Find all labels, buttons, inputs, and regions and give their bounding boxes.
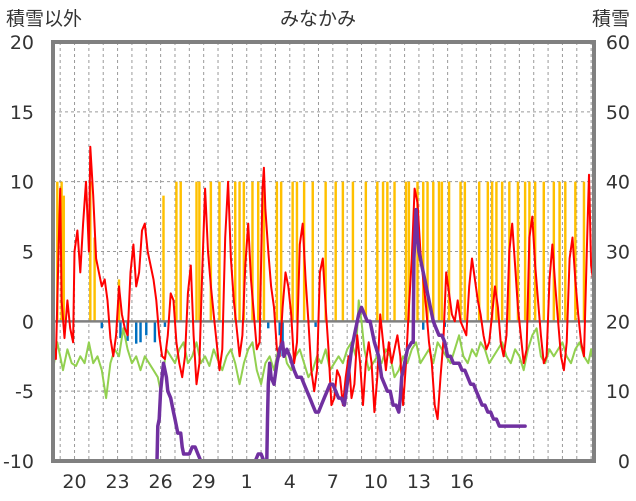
orange-bar	[477, 181, 481, 322]
right-tick-label: 10	[606, 381, 630, 403]
orange-bar	[218, 181, 221, 322]
orange-bar	[459, 181, 462, 322]
plot-frame	[51, 40, 596, 463]
orange-bar	[195, 181, 198, 322]
orange-bar	[56, 181, 59, 322]
orange-bar	[440, 181, 444, 322]
right-tick-label: 30	[606, 242, 630, 264]
orange-bar	[242, 181, 246, 322]
red-series-line	[52, 145, 595, 421]
blue-bar	[281, 321, 284, 357]
orange-bar	[279, 181, 283, 322]
orange-bar	[295, 181, 299, 322]
orange-bar	[463, 181, 467, 322]
orange-bar	[251, 181, 254, 322]
blue-bar	[163, 321, 167, 327]
orange-bar	[238, 181, 241, 322]
orange-bar	[89, 181, 92, 322]
blue-bar	[422, 321, 425, 330]
x-tick-label: 23	[105, 471, 129, 493]
orange-bar	[291, 181, 294, 322]
orange-bar	[426, 181, 429, 322]
blue-bar	[119, 321, 122, 339]
blue-bar	[153, 321, 157, 343]
orange-bar	[542, 181, 545, 322]
orange-bar	[404, 181, 408, 322]
orange-bar	[324, 181, 327, 322]
orange-bar	[432, 181, 435, 322]
orange-bar	[393, 181, 396, 322]
orange-bar	[447, 181, 451, 322]
orange-bar	[198, 181, 201, 322]
orange-bar	[351, 181, 355, 322]
orange-bar	[582, 181, 586, 322]
chart-title: みなかみ	[280, 8, 356, 30]
x-tick-label: 1	[241, 471, 253, 493]
tick-labels: -10 -5 0 5 10 15 20 0 10 20 30 40 50 60 20 23 26 29 1 4 7 10 1…	[3, 32, 630, 493]
orange-bar	[437, 181, 441, 322]
orange-bar	[381, 181, 385, 322]
left-axis-label: 積雪以外	[6, 8, 82, 30]
blue-bar	[139, 321, 142, 343]
orange-bar	[523, 181, 527, 322]
orange-bar	[175, 181, 178, 322]
orange-bar	[256, 181, 260, 322]
orange-bar	[486, 181, 490, 322]
orange-bar	[574, 181, 577, 322]
x-tick-label: 26	[149, 471, 173, 493]
orange-bar	[209, 181, 213, 322]
x-tick-label: 10	[364, 471, 388, 493]
x-tick-label: 7	[327, 471, 339, 493]
x-tick-label: 13	[407, 471, 431, 493]
orange-bar	[341, 181, 345, 322]
x-tick-label: 4	[284, 471, 296, 493]
x-tick-label: 16	[450, 471, 474, 493]
blue-bar	[278, 321, 281, 336]
x-tick-label: 29	[192, 471, 216, 493]
blue-bar	[100, 321, 104, 329]
orange-bar	[558, 181, 561, 322]
left-tick-label: 20	[10, 32, 34, 54]
left-tick-label: 5	[22, 242, 34, 264]
orange-bar	[275, 181, 279, 322]
x-tick-label: 20	[62, 471, 86, 493]
orange-bar	[311, 181, 314, 322]
orange-bar	[386, 181, 389, 322]
left-tick-label: -5	[15, 381, 34, 403]
orange-bar	[422, 181, 425, 322]
blue-bar	[145, 321, 148, 336]
left-tick-label: 10	[10, 172, 34, 194]
orange-bar	[334, 181, 337, 322]
orange-bar	[162, 195, 165, 322]
blue-bar	[314, 321, 317, 327]
right-tick-label: 20	[606, 311, 630, 333]
orange-bar	[495, 181, 498, 322]
orange-bar	[407, 181, 411, 322]
blue-bar	[267, 321, 270, 329]
orange-bar	[179, 181, 182, 322]
right-tick-label: 0	[618, 451, 630, 473]
right-tick-label: 50	[606, 102, 630, 124]
orange-bar	[62, 195, 65, 322]
orange-bar	[490, 181, 494, 322]
right-tick-label: 60	[606, 32, 630, 54]
right-tick-label: 40	[606, 172, 630, 194]
orange-bar	[364, 181, 368, 322]
purple-snow-depth-line	[51, 207, 527, 463]
orange-bar	[93, 237, 96, 322]
left-tick-label: -10	[3, 451, 34, 473]
orange-bar	[564, 181, 567, 322]
series-lines	[51, 145, 595, 463]
orange-bar	[262, 181, 266, 322]
left-tick-label: 15	[10, 102, 34, 124]
left-tick-label: 0	[22, 311, 34, 333]
blue-bar	[135, 321, 138, 344]
orange-bar	[376, 181, 379, 322]
orange-bar	[516, 181, 520, 322]
orange-bar	[500, 181, 504, 322]
right-axis-label: 積雪	[592, 8, 630, 30]
orange-bar	[234, 181, 237, 322]
